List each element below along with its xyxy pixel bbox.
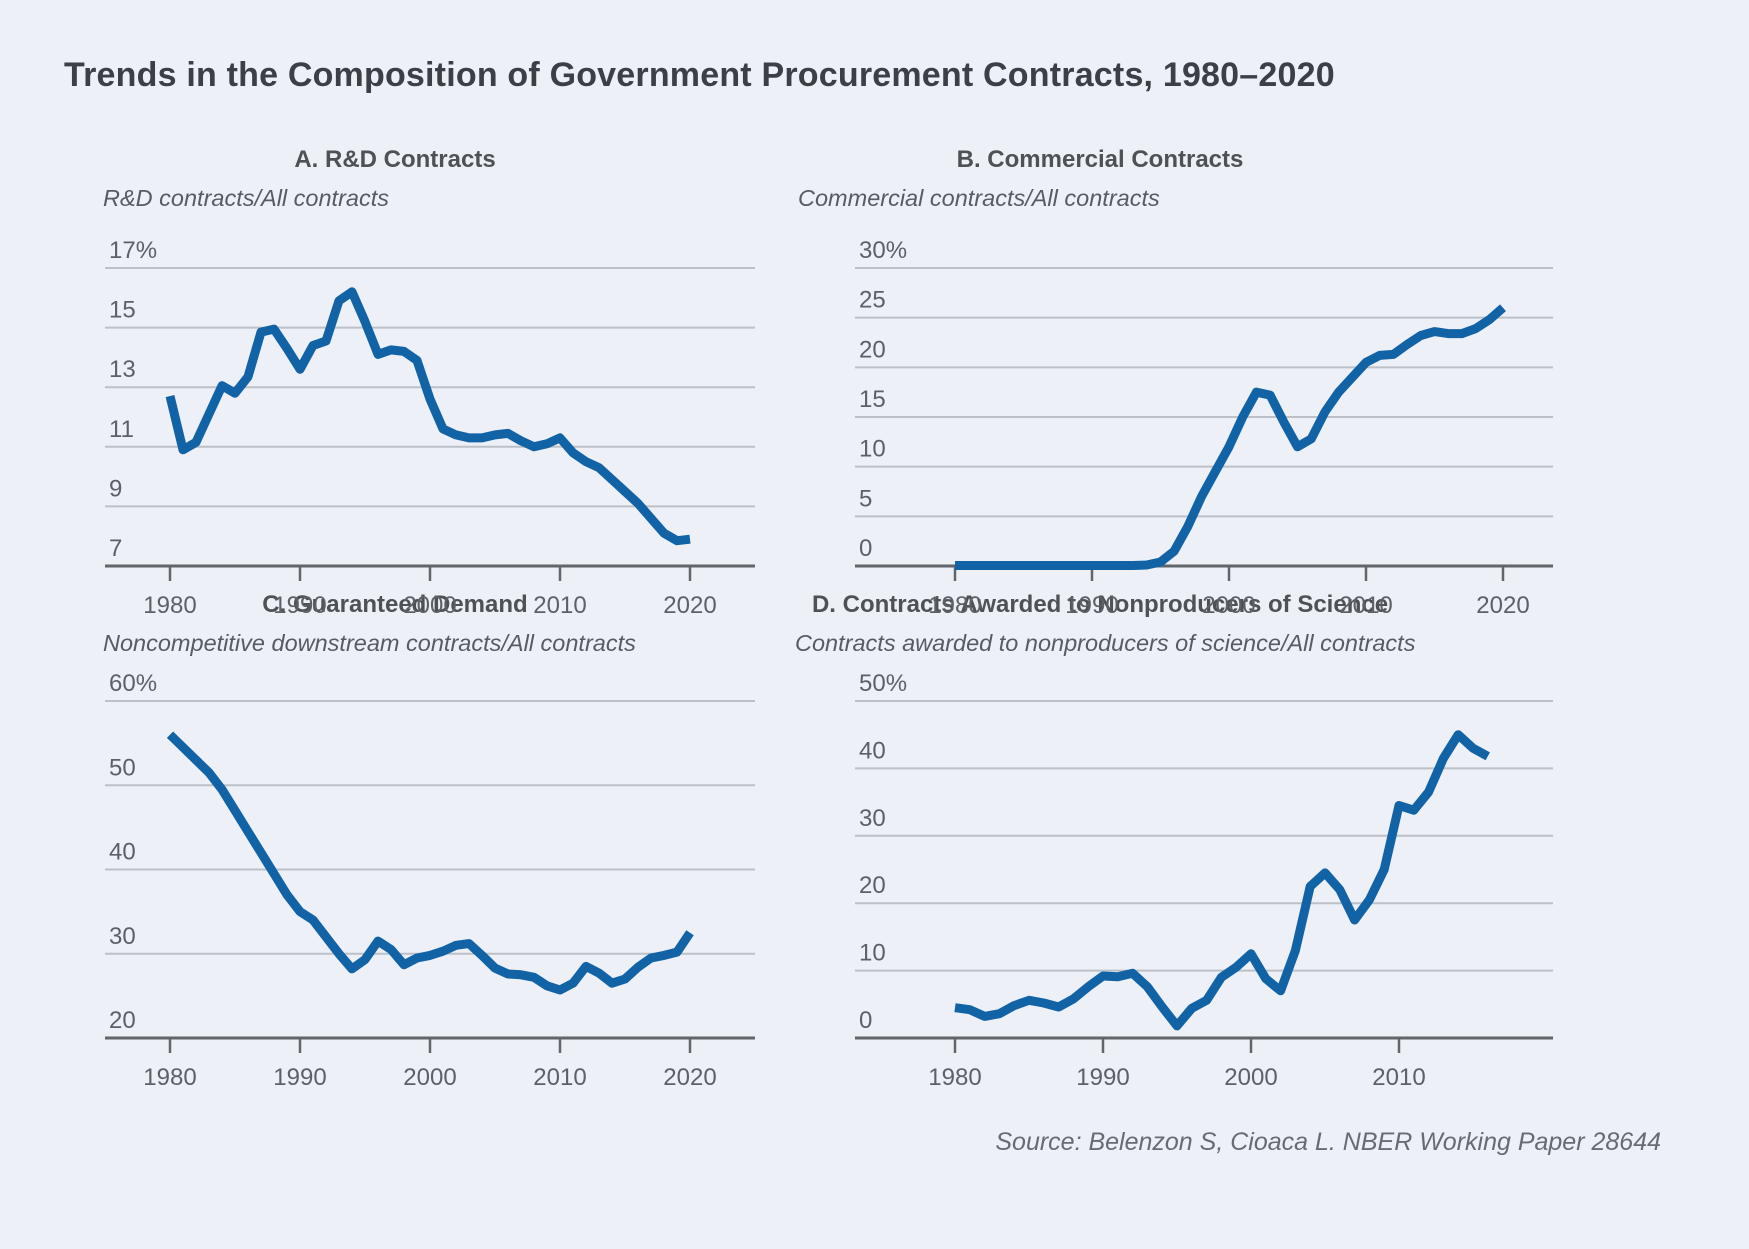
series-line-d — [954, 730, 1490, 1031]
y-tick-label: 10 — [859, 940, 886, 967]
series-line-a — [165, 287, 691, 546]
y-tick-label: 0 — [859, 535, 872, 562]
x-tick-label: 1980 — [928, 592, 981, 619]
y-tick-label: 20 — [109, 1007, 136, 1034]
panel-a-plot: 17% 15 13 11 9 7 1980 1990 2000 2010 2020 — [105, 237, 755, 619]
y-tick-label: 30 — [859, 805, 886, 832]
panel-a-subtitle: R&D contracts/All contracts — [103, 185, 390, 211]
y-tick-label: 30% — [859, 237, 907, 264]
series-line-b — [955, 304, 1506, 570]
x-tick-label: 1980 — [928, 1064, 981, 1091]
panel-c-title: C. Guaranteed Demand — [262, 591, 528, 618]
y-tick-label: 60% — [109, 670, 157, 697]
x-tick-label: 1980 — [143, 1064, 196, 1091]
x-tick-label: 1990 — [273, 592, 326, 619]
panel-b-subtitle: Commercial contracts/All contracts — [798, 185, 1160, 211]
x-tick-label: 1980 — [143, 592, 196, 619]
y-tick-label: 25 — [859, 287, 886, 314]
x-tick-label: 2000 — [1224, 1064, 1277, 1091]
y-tick-label: 7 — [109, 535, 122, 562]
x-tick-label: 1990 — [1076, 1064, 1129, 1091]
x-tick-label: 2000 — [1202, 592, 1255, 619]
y-tick-label: 20 — [859, 336, 886, 363]
x-tick-label: 2010 — [533, 1064, 586, 1091]
y-tick-label: 40 — [859, 737, 886, 764]
x-tick-label: 2020 — [1476, 592, 1529, 619]
y-tick-label: 0 — [859, 1007, 872, 1034]
panel-d-title: D. Contracts Awarded to Nonproducers of … — [811, 591, 1389, 618]
y-tick-label: 15 — [859, 386, 886, 413]
y-tick-label: 30 — [109, 923, 136, 950]
panel-b-title: B. Commercial Contracts — [956, 146, 1244, 173]
panel-a-title: A. R&D Contracts — [294, 146, 496, 173]
y-tick-label: 9 — [109, 475, 122, 502]
panel-c-plot: 60% 50 40 30 20 1980 1990 2000 2010 2020 — [105, 670, 755, 1091]
figure-title: Trends in the Composition of Government … — [64, 56, 1335, 94]
series-line-c — [166, 731, 694, 995]
x-tick-label: 2000 — [403, 1064, 456, 1091]
y-tick-label: 10 — [859, 436, 886, 463]
x-tick-label: 2010 — [1372, 1064, 1425, 1091]
y-tick-label: 15 — [109, 297, 136, 324]
x-tick-label: 1990 — [1065, 592, 1118, 619]
y-tick-label: 5 — [859, 485, 872, 512]
panel-b-plot: 30% 25 20 15 10 5 0 1980 1990 2000 2010 2020 — [855, 237, 1553, 619]
x-tick-label: 2020 — [663, 1064, 716, 1091]
x-tick-label: 2020 — [663, 592, 716, 619]
x-tick-label: 1990 — [273, 1064, 326, 1091]
y-tick-label: 50 — [109, 754, 136, 781]
y-tick-label: 13 — [109, 356, 136, 383]
y-tick-label: 40 — [109, 839, 136, 866]
x-tick-label: 2010 — [1339, 592, 1392, 619]
y-tick-label: 17% — [109, 237, 157, 264]
x-tick-label: 2010 — [533, 592, 586, 619]
y-tick-label: 50% — [859, 670, 907, 697]
y-tick-label: 11 — [109, 416, 134, 443]
y-tick-label: 20 — [859, 872, 886, 899]
panel-d-subtitle: Contracts awarded to nonproducers of sci… — [795, 630, 1416, 656]
source-note: Source: Belenzon S, Cioaca L. NBER Worki… — [995, 1128, 1661, 1156]
panel-c-subtitle: Noncompetitive downstream contracts/All … — [103, 630, 636, 656]
x-tick-label: 2000 — [403, 592, 456, 619]
